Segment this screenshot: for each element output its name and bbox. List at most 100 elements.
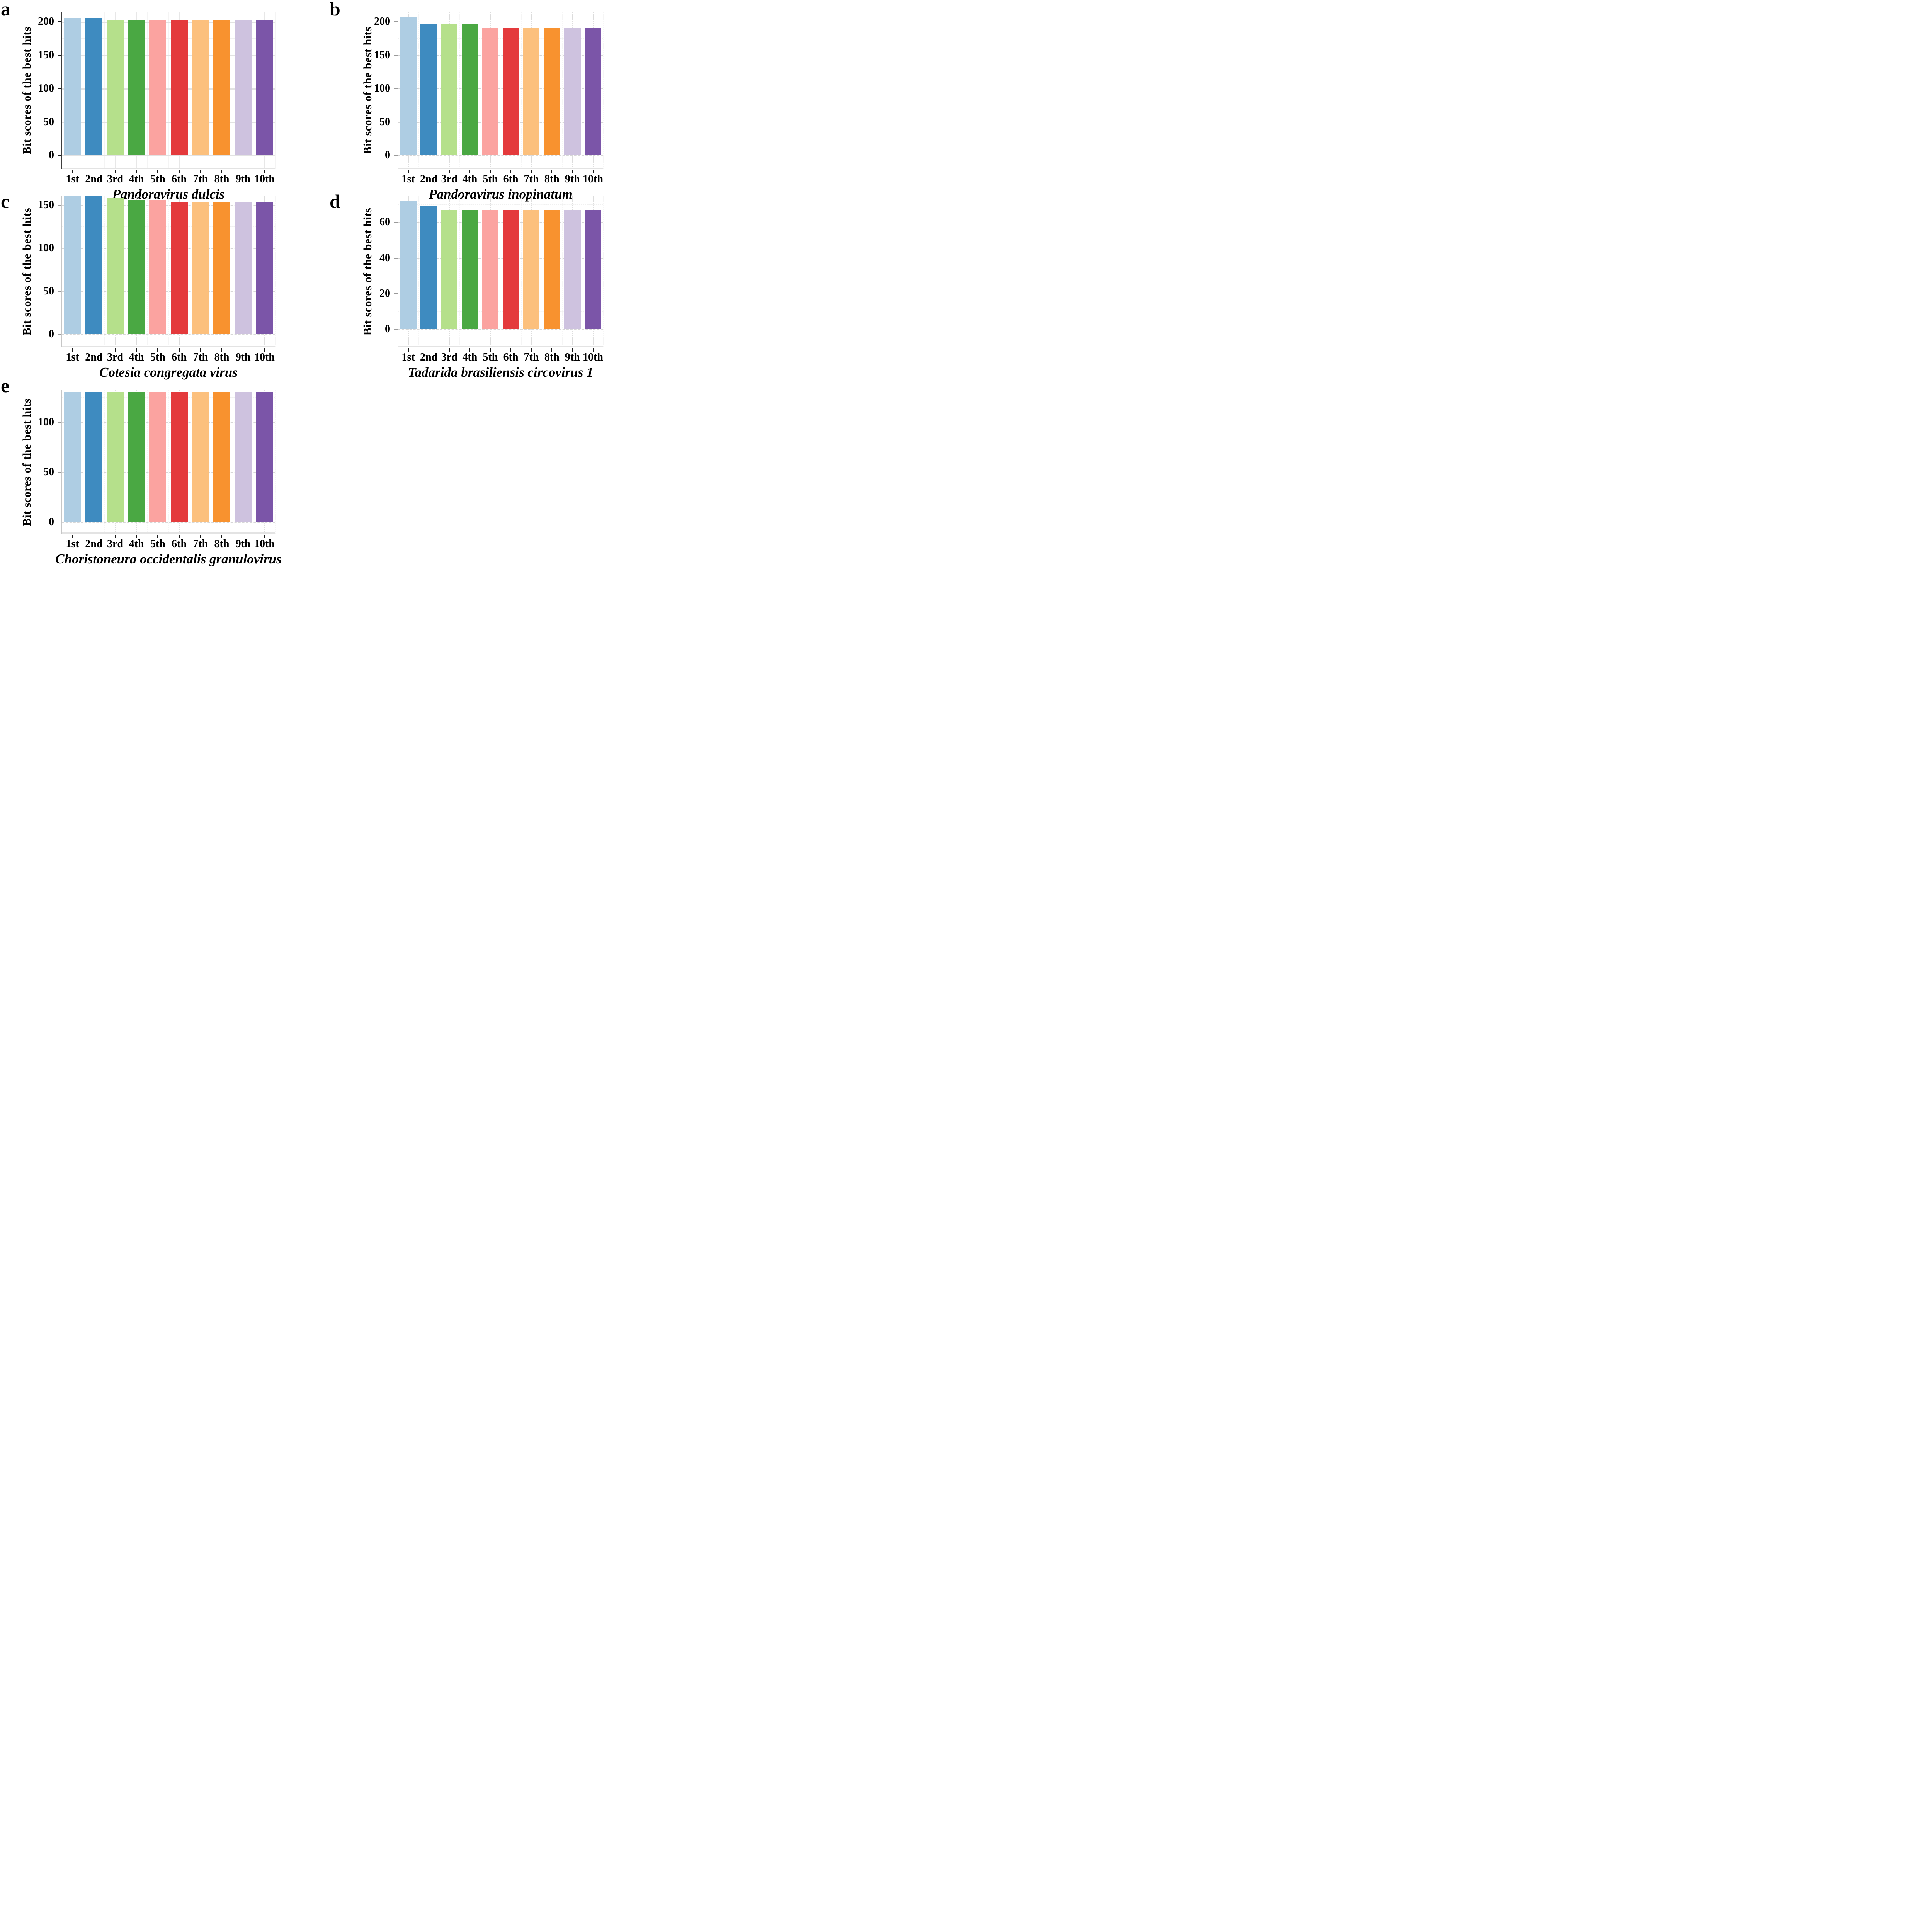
y-tick-label: 150 [38, 199, 54, 211]
x-tick [115, 535, 116, 538]
x-tick-label: 5th [150, 538, 165, 550]
gridline-vertical-minor [147, 196, 148, 347]
gridline-vertical-minor [147, 390, 148, 534]
bar-4th [128, 200, 145, 334]
x-tick [572, 170, 573, 173]
x-tick [264, 170, 265, 173]
y-axis-line [61, 196, 62, 347]
x-tick-label: 7th [193, 538, 208, 550]
bar-10th [256, 201, 273, 334]
bar-3rd [106, 19, 124, 155]
bar-10th [256, 19, 273, 155]
x-axis-line [398, 168, 603, 169]
x-tick-label: 6th [172, 173, 187, 185]
y-tick [58, 471, 61, 473]
x-tick-label: 8th [214, 538, 230, 550]
x-tick [179, 348, 180, 352]
x-tick-label: 6th [503, 351, 519, 363]
panel-letter-a: a [1, 0, 10, 20]
gridline-vertical-minor [275, 196, 276, 347]
x-tick [510, 348, 512, 352]
x-tick [408, 170, 409, 173]
x-tick [592, 170, 594, 173]
bar-3rd [441, 24, 457, 155]
bar-2nd [85, 196, 102, 334]
x-axis-line [398, 346, 603, 347]
x-tick-label: 10th [254, 173, 275, 185]
x-tick [449, 170, 450, 173]
x-tick-label: 6th [172, 351, 187, 363]
gridline-horizontal [398, 155, 603, 156]
x-tick-label: 1st [66, 538, 79, 550]
x-tick [200, 535, 201, 538]
x-tick [72, 535, 73, 538]
gridline-vertical-minor [459, 12, 460, 169]
x-tick-label: 1st [401, 351, 415, 363]
panel-d: d Bit scores of the best hits Tadarida b… [328, 190, 606, 384]
multi-panel-bar-figure: a Bit scores of the best hits Pandoravir… [0, 0, 606, 576]
y-tick [394, 329, 398, 330]
bar-1st [400, 17, 417, 155]
y-tick [394, 257, 398, 259]
gridline-vertical-minor [562, 196, 563, 347]
gridline-vertical-minor [603, 196, 604, 347]
gridline-horizontal-minor [398, 204, 603, 205]
x-tick [221, 170, 222, 173]
gridline-horizontal [62, 291, 275, 292]
gridline-horizontal [398, 258, 603, 259]
bar-5th [482, 209, 499, 329]
gridline-horizontal [62, 22, 275, 23]
bar-1st [64, 392, 81, 522]
y-tick-label: 100 [374, 82, 390, 94]
bar-5th [482, 27, 499, 155]
panel-a: a Bit scores of the best hits Pandoravir… [0, 0, 288, 202]
gridline-vertical-minor [418, 12, 419, 169]
x-tick [136, 170, 137, 173]
x-tick-label: 2nd [85, 173, 103, 185]
gridline-horizontal [62, 522, 275, 523]
x-tick [179, 535, 180, 538]
bar-9th [235, 392, 252, 522]
y-tick-label: 100 [38, 416, 54, 428]
y-tick-label: 100 [38, 242, 54, 254]
y-tick-label: 200 [374, 15, 390, 27]
x-tick [490, 170, 491, 173]
chart-title-c: Cotesia congregata virus [99, 365, 238, 380]
bar-2nd [420, 206, 437, 329]
gridline-horizontal [62, 155, 275, 156]
bar-6th [502, 27, 519, 155]
plot-area-e [61, 390, 276, 534]
bar-6th [170, 201, 188, 334]
gridline-vertical-minor [104, 12, 105, 169]
x-tick [490, 348, 491, 352]
panel-letter-c: c [1, 190, 10, 212]
x-tick-label: 4th [462, 173, 478, 185]
x-tick [136, 535, 137, 538]
y-tick-label: 50 [43, 466, 54, 478]
y-tick [58, 155, 61, 156]
gridline-horizontal-minor [398, 38, 603, 39]
x-axis-line [62, 532, 275, 534]
y-tick [58, 88, 61, 89]
x-tick [115, 170, 116, 173]
x-tick-label: 1st [66, 351, 79, 363]
bar-3rd [106, 198, 124, 334]
gridline-horizontal [62, 334, 275, 335]
bar-10th [585, 209, 601, 329]
bar-3rd [106, 392, 124, 522]
x-tick-label: 8th [544, 173, 560, 185]
x-tick [221, 535, 222, 538]
y-tick-label: 50 [379, 116, 390, 128]
bar-4th [128, 392, 145, 522]
x-tick-label: 6th [172, 538, 187, 550]
bar-6th [170, 392, 188, 522]
panel-b: b Bit scores of the best hits Pandoravir… [328, 0, 606, 202]
x-tick [551, 348, 553, 352]
panel-letter-e: e [1, 375, 10, 396]
bar-2nd [420, 24, 437, 155]
x-tick [72, 348, 73, 352]
x-tick [408, 348, 409, 352]
x-tick [510, 170, 512, 173]
panel-letter-b: b [330, 0, 340, 20]
bar-9th [564, 27, 581, 155]
